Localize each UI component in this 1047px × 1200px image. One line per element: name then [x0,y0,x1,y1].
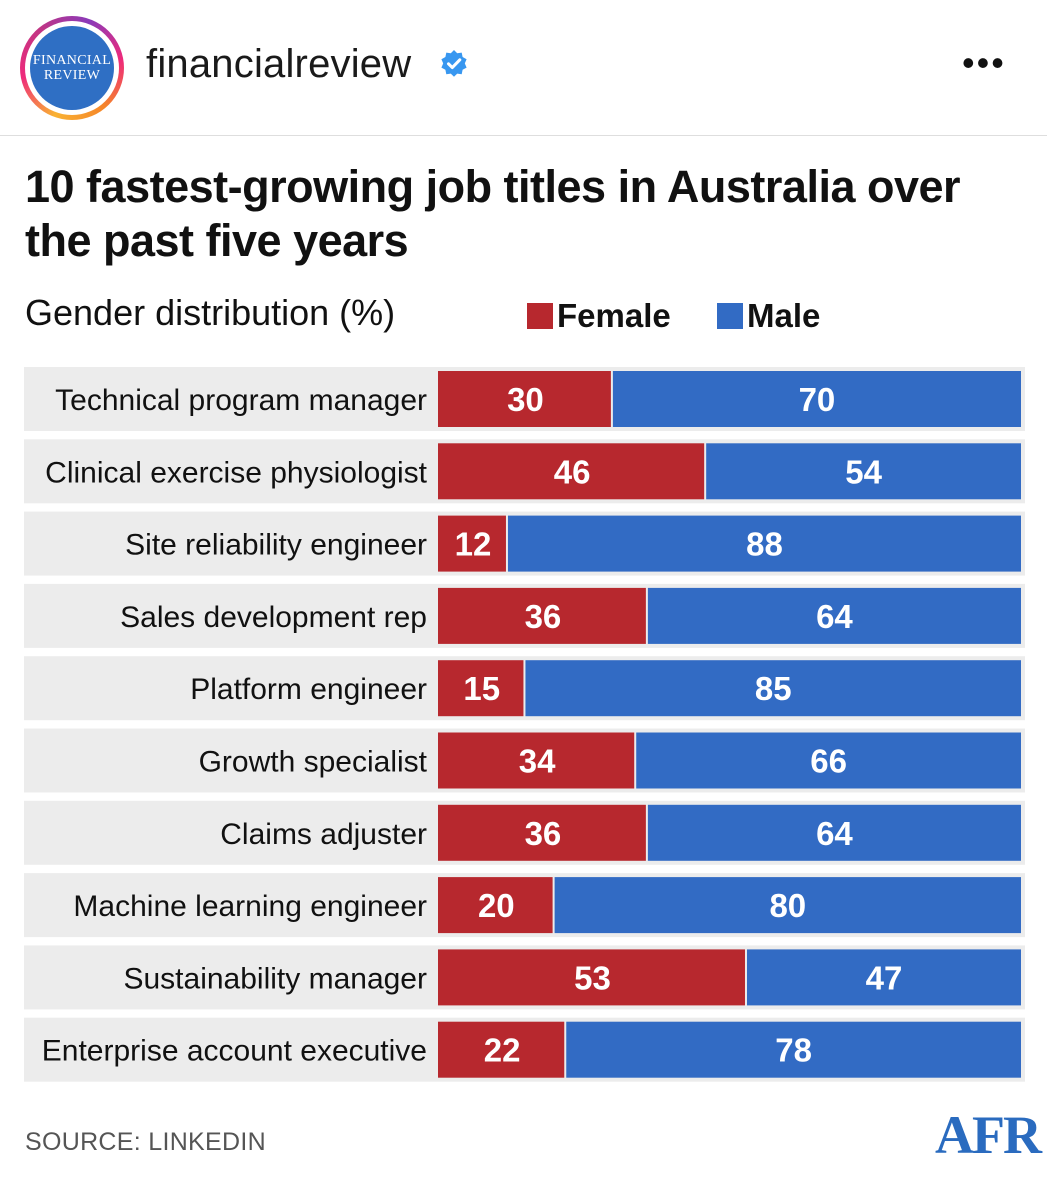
category-label-10: Enterprise account executive [42,1035,427,1068]
male-value-label-8: 80 [769,887,806,924]
female-bar-2 [438,443,705,500]
female-bar-3 [438,515,506,572]
post-header: FINANCIAL REVIEW financialreview ••• [0,0,1047,136]
male-value-label-4: 64 [816,598,853,635]
male-value-label-10: 78 [775,1032,812,1069]
female-bar-8 [438,877,553,934]
avatar-frame: FINANCIAL REVIEW [25,21,119,115]
category-label-5: Platform engineer [190,673,427,706]
female-bar-6 [438,732,635,789]
male-bar-5 [525,660,1021,717]
female-bar-10 [438,1021,565,1078]
category-label-8: Machine learning engineer [73,890,427,923]
legend-male-label: Male [747,297,821,334]
female-value-label-4: 36 [525,598,562,635]
avatar[interactable]: FINANCIAL REVIEW [20,16,124,120]
afr-logo: AFR [935,1105,1042,1165]
male-bar-1 [612,371,1021,427]
male-bar-7 [647,804,1021,861]
male-value-label-6: 66 [810,743,847,780]
male-value-label-5: 85 [755,670,792,707]
female-value-label-2: 46 [554,453,591,490]
female-bar-7 [438,804,646,861]
male-bar-2 [706,443,1021,500]
female-value-label-7: 36 [525,815,562,852]
legend-female-label: Female [557,297,671,334]
avatar-logo-line1: FINANCIAL [32,53,112,68]
male-value-label-1: 70 [799,381,836,418]
legend-female-swatch [527,303,553,329]
female-bar-1 [438,371,611,427]
female-value-label-9: 53 [574,959,611,996]
male-bar-4 [647,587,1021,644]
category-label-4: Sales development rep [120,601,427,634]
account-handle[interactable]: financialreview [146,42,412,86]
more-options-icon[interactable]: ••• [962,42,1006,83]
male-bar-6 [636,732,1021,789]
chart-subtitle: Gender distribution (%) [25,292,396,333]
category-label-2: Clinical exercise physiologist [45,456,427,489]
avatar-logo-line2: REVIEW [43,68,101,83]
female-bar-9 [438,949,745,1006]
legend-female: Female [527,296,671,336]
male-bar-10 [566,1021,1021,1078]
male-value-label-2: 54 [845,453,882,490]
category-label-9: Sustainability manager [123,962,427,995]
male-value-label-3: 88 [746,526,783,563]
avatar-logo: FINANCIAL REVIEW [30,26,114,110]
category-label-6: Growth specialist [199,746,428,779]
verified-badge-icon [441,50,467,77]
source-note: SOURCE: LINKEDIN [25,1128,266,1156]
female-bar-4 [438,587,646,644]
chart-title: 10 fastest-growing job titles in Austral… [25,161,961,266]
female-value-label-1: 30 [507,381,544,418]
female-bar-5 [438,660,524,717]
female-value-label-6: 34 [519,743,556,780]
female-value-label-3: 12 [455,526,492,563]
female-value-label-8: 20 [478,887,515,924]
legend-male: Male [717,296,820,336]
bar-chart: Technical program manager 30 70 Clinical ex… [24,367,1025,1082]
male-bar-3 [507,515,1022,572]
male-value-label-7: 64 [816,815,853,852]
female-value-label-10: 22 [484,1032,521,1069]
male-value-label-9: 47 [866,959,903,996]
category-label-3: Site reliability engineer [125,529,427,562]
male-bar-9 [746,949,1021,1006]
male-bar-8 [554,877,1021,934]
legend-male-swatch [717,303,743,329]
category-label-1: Technical program manager [55,384,427,417]
category-label-7: Claims adjuster [220,818,427,851]
female-value-label-5: 15 [463,670,500,707]
